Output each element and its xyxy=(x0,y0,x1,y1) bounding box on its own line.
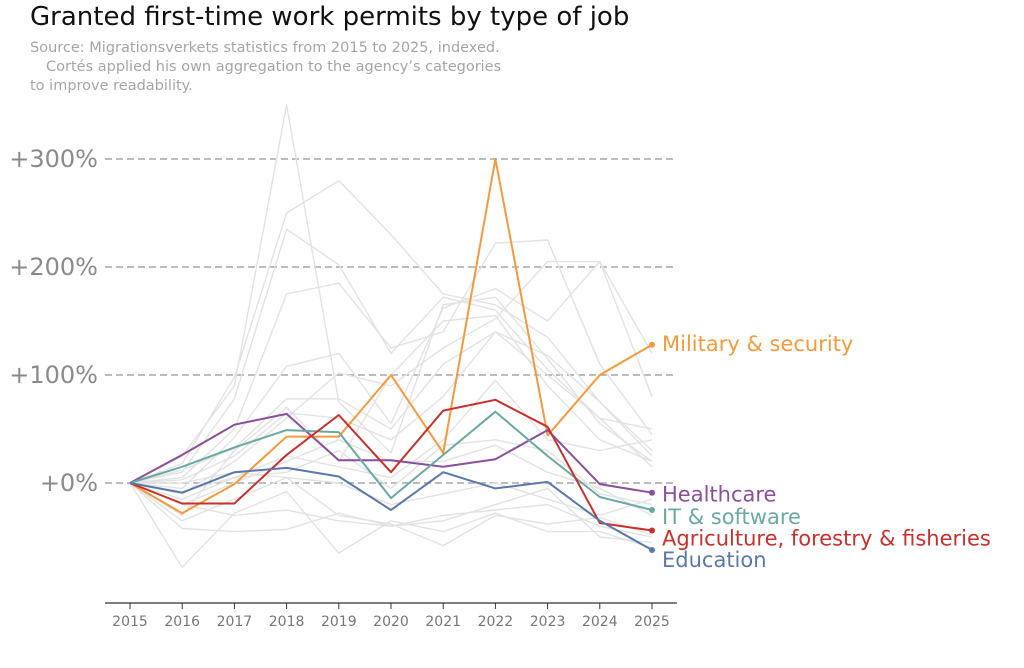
series-end-point-agriculture-forestry-fisheries xyxy=(649,527,655,534)
series-end-point-healthcare xyxy=(649,489,655,496)
context-series-line xyxy=(129,331,653,484)
x-tick-label: 2019 xyxy=(321,614,357,630)
x-tick-label: 2016 xyxy=(164,614,200,630)
context-series-line xyxy=(130,471,653,517)
context-series-line xyxy=(129,239,653,484)
series-label-it-software: IT & software xyxy=(662,505,801,529)
series-label-healthcare: Healthcare xyxy=(662,483,776,507)
subtitle-line-2: Cortés applied his own aggregation to th… xyxy=(46,59,502,75)
context-series-line xyxy=(129,331,653,484)
y-tick-label: +200% xyxy=(9,253,98,281)
x-tick-label: 2024 xyxy=(582,614,618,630)
context-series-line xyxy=(129,228,653,484)
x-tick-label: 2021 xyxy=(425,614,461,630)
context-series-line xyxy=(129,482,653,544)
x-tick-label: 2018 xyxy=(269,614,305,630)
series-line-agriculture-forestry-fisheries xyxy=(129,398,653,532)
series-label-education: Education xyxy=(662,548,767,572)
context-series-line xyxy=(129,379,653,500)
context-series-line xyxy=(129,482,653,538)
context-series-line xyxy=(129,104,653,484)
x-tick-label: 2015 xyxy=(112,614,148,630)
series-end-point-it-software xyxy=(649,507,655,513)
chart-title: Granted first-time work permits by type … xyxy=(30,2,630,32)
context-series-line xyxy=(129,476,653,547)
context-series-line xyxy=(129,314,653,517)
x-tick-label: 2023 xyxy=(530,614,566,630)
series-line-healthcare xyxy=(129,412,653,494)
series-label-agriculture-forestry-fisheries: Agriculture, forestry & fisheries xyxy=(662,527,991,551)
y-tick-label: +300% xyxy=(9,145,98,173)
series-end-point-education xyxy=(649,546,655,553)
series-label-military-security: Military & security xyxy=(662,332,853,356)
x-tick-label: 2017 xyxy=(217,614,253,630)
chart-subtitle: Source: Migrationsverkets statistics fro… xyxy=(30,39,501,96)
x-tick-label: 2020 xyxy=(373,614,409,630)
context-series-line xyxy=(129,482,653,568)
x-tick-label: 2022 xyxy=(478,614,514,630)
subtitle-line-3: to improve readability. xyxy=(30,78,193,94)
context-series-line xyxy=(129,439,653,517)
series-line-it-software xyxy=(129,410,653,511)
series-line-education xyxy=(129,466,653,551)
series-line-military-security xyxy=(129,158,653,515)
series-end-point-military-security xyxy=(649,341,655,348)
context-series-line xyxy=(129,439,653,506)
subtitle-line-1: Source: Migrationsverkets statistics fro… xyxy=(30,40,500,56)
x-axis: 2015 2016 2017 2018 2019 2020 2021 2022 2023 2024… xyxy=(105,602,677,630)
context-series-line xyxy=(129,179,653,484)
highlight-lines xyxy=(129,158,655,553)
grid-layer: +0% +100% +200% +300% xyxy=(9,145,677,497)
y-tick-label: +0% xyxy=(40,469,98,497)
x-tick-label: 2025 xyxy=(634,614,670,630)
context-lines xyxy=(129,104,653,568)
y-tick-label: +100% xyxy=(9,361,98,389)
